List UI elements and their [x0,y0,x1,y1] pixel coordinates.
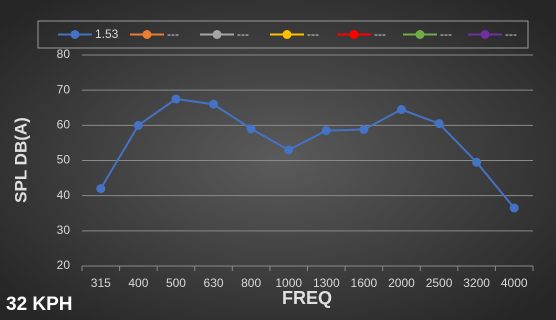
point [133,120,143,130]
x-tick-label: 2500 [426,276,453,290]
legend-label: --- [167,27,179,41]
x-tick-label: 3200 [463,276,490,290]
x-tick-label: 4000 [501,276,528,290]
legend-marker [282,30,292,39]
legend-label: --- [505,27,517,41]
y-tick-label: 70 [57,82,71,96]
x-tick-label: 800 [241,276,261,290]
point [246,124,256,134]
x-tick-label: 630 [204,276,224,290]
y-tick-label: 80 [57,47,71,61]
y-tick-label: 50 [57,153,71,167]
legend-label: --- [307,27,319,41]
y-tick-label: 30 [57,223,71,237]
legend-marker [349,30,359,39]
point [434,119,444,129]
x-axis-title: FREQ [282,288,332,308]
point [96,184,106,194]
point [396,105,406,115]
annotation: 32 KPH [6,294,73,315]
legend-label: 1.53 [95,27,119,41]
point [284,145,294,155]
x-tick-label: 1600 [351,276,378,290]
point [509,203,519,213]
x-tick-label: 1000 [275,276,302,290]
legend-marker [480,30,490,39]
legend-label: --- [237,27,249,41]
point [472,157,482,167]
x-tick-label: 500 [166,276,186,290]
legend-marker [142,30,152,39]
y-axis-title: SPL DB(A) [11,117,30,203]
legend-box [37,20,529,49]
x-tick-label: 2000 [388,276,415,290]
x-tick-label: 315 [91,276,111,290]
point [321,126,331,136]
legend-marker [415,30,425,39]
point [359,125,369,135]
legend-marker [212,30,222,39]
legend-label: --- [440,27,452,41]
point [209,99,219,109]
series-line [99,97,515,209]
y-tick-label: 40 [57,188,71,202]
legend-label: --- [374,27,386,41]
point [171,94,181,104]
legend-marker [70,30,80,39]
y-tick-label: 20 [57,258,71,272]
y-tick-label: 60 [57,118,71,132]
x-tick-label: 1300 [313,276,340,290]
x-tick-label: 400 [128,276,148,290]
